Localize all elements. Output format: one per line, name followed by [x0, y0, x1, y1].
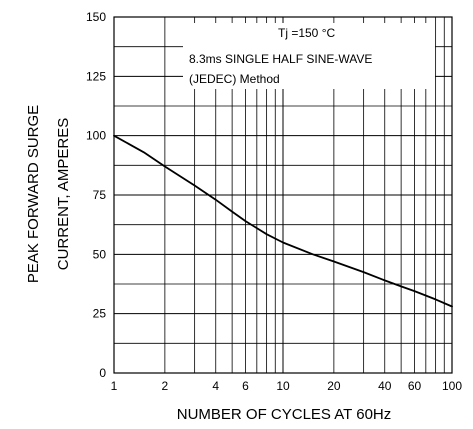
y-axis-title-line-2: CURRENT, AMPERES: [55, 118, 72, 271]
x-tick-label: 4: [212, 379, 219, 393]
series-layer: [113, 134, 453, 308]
annotations: Tj =150 °C 8.3ms SINGLE HALF SINE-WAVE (…: [189, 26, 372, 86]
x-tick-label: 10: [276, 379, 290, 393]
annotation-waveform: 8.3ms SINGLE HALF SINE-WAVE: [189, 52, 372, 66]
x-tick-label: 100: [442, 379, 462, 393]
plot-frame: [113, 16, 453, 374]
series-line-0: [113, 134, 453, 308]
x-axis-title: NUMBER OF CYCLES AT 60Hz: [177, 406, 392, 423]
annotation-temperature: Tj =150 °C: [278, 26, 335, 40]
y-tick-label: 100: [86, 129, 106, 143]
x-tick-label: 40: [378, 379, 392, 393]
y-tick-labels: 0 25 50 75 100 125 150: [86, 10, 106, 380]
y-tick-label: 25: [93, 307, 107, 321]
annotation-box: [183, 23, 435, 89]
x-tick-labels: 1 2 4 6 10 20 40 60 100: [111, 379, 463, 393]
x-tick-label: 20: [327, 379, 341, 393]
major-grid: [114, 17, 452, 373]
x-tick-label: 1: [111, 379, 118, 393]
x-tick-label: 2: [162, 379, 169, 393]
y-tick-label: 125: [86, 69, 106, 83]
y-axis-title-line-1: PEAK FORWARD SURGE: [25, 105, 42, 283]
y-tick-label: 0: [99, 366, 106, 380]
y-tick-label: 75: [93, 188, 107, 202]
y-tick-label: 50: [93, 247, 107, 261]
y-tick-label: 150: [86, 10, 106, 24]
annotation-method: (JEDEC) Method: [189, 72, 280, 86]
x-tick-label: 60: [408, 379, 422, 393]
x-tick-label: 6: [242, 379, 249, 393]
